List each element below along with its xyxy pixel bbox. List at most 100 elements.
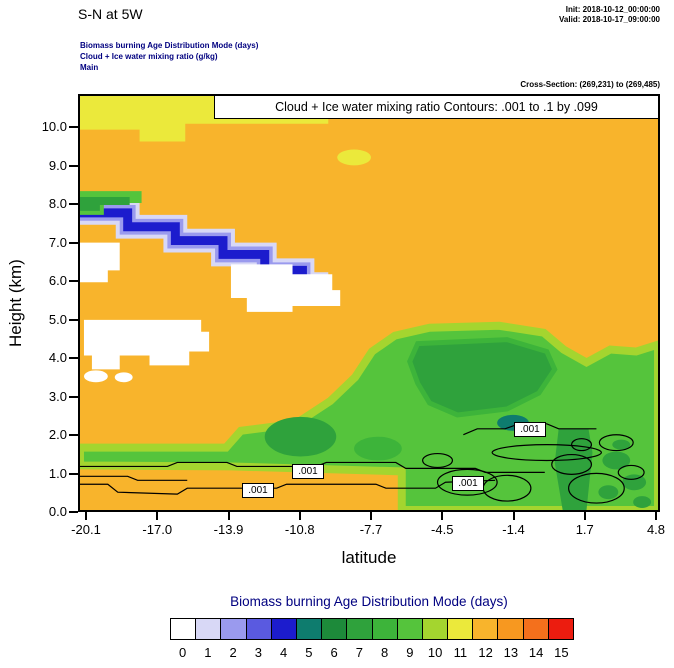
filled-contour-canvas <box>80 96 658 510</box>
colorbar-cell-6 <box>322 619 348 639</box>
contour-value-label: .001 <box>242 483 274 498</box>
y-tick <box>69 203 78 205</box>
colorbar-cell-0 <box>171 619 197 639</box>
y-tick-label: 6.0 <box>48 273 67 288</box>
green-dark-blob-3 <box>598 485 619 500</box>
green-dark-patch-2 <box>407 337 558 418</box>
init-timestamp: Init: 2018-10-12_00:00:00 <box>565 5 660 14</box>
x-tick <box>370 512 372 520</box>
y-tick-label: 4.0 <box>48 350 67 365</box>
x-tick <box>655 512 657 520</box>
x-tick <box>441 512 444 520</box>
colorbar-cell-14 <box>523 619 549 639</box>
x-tick <box>156 512 159 520</box>
stair-band-core <box>80 208 329 289</box>
y-tick <box>69 472 78 475</box>
colorbar-tick-labels: 0 1 2 3 4 5 6 7 8 9 10 11 12 13 14 15 <box>170 645 574 660</box>
contour-loop-7 <box>598 434 634 452</box>
colorbar-cell-1 <box>196 619 222 639</box>
colorbar-tick-label: 10 <box>427 645 443 660</box>
x-tick-label: -20.1 <box>71 522 101 537</box>
colorbar-cell-3 <box>246 619 272 639</box>
field-line-contour: Cloud + Ice water mixing ratio (g/kg) <box>80 52 218 61</box>
y-tick-label: 0.0 <box>48 504 67 519</box>
x-tick-label: 1.7 <box>575 522 594 537</box>
colorbar-tick-label: 5 <box>305 645 313 660</box>
y-tick-label: 7.0 <box>48 234 67 250</box>
colorbar-title: Biomass burning Age Distribution Mode (d… <box>230 594 508 609</box>
green-dark-blob-4 <box>633 496 652 509</box>
x-tick <box>298 512 301 520</box>
contour-line-2 <box>80 479 496 495</box>
y-tick <box>69 126 78 128</box>
contour-value-label: .001 <box>292 464 324 479</box>
green-ledge-dark <box>80 197 130 211</box>
y-tick <box>69 318 78 321</box>
green-dark-patch-1 <box>264 416 337 457</box>
contour-line-3 <box>80 475 188 481</box>
contour-note-text: Cloud + Ice water mixing ratio Contours:… <box>275 100 598 114</box>
colorbar-tick-label: 4 <box>280 645 288 660</box>
white-patch-center <box>230 264 341 312</box>
colorbar-tick-label: 9 <box>406 645 414 660</box>
y-tick <box>69 241 78 244</box>
green-dark-blob-5 <box>612 439 631 450</box>
x-tick-label: -1.4 <box>502 522 525 537</box>
green-mid-patch <box>354 436 402 461</box>
green-dark-blob-2 <box>622 474 647 491</box>
yellow-patch <box>337 149 371 166</box>
cross-section-note: Cross-Section: (269,231) to (269,485) <box>520 80 660 89</box>
colorbar <box>170 618 574 640</box>
contour-band-loop <box>491 444 602 462</box>
x-axis-title: latitude <box>341 548 397 567</box>
white-speck-1 <box>83 370 108 383</box>
colorbar-cell-5 <box>296 619 323 639</box>
x-tick <box>512 512 515 520</box>
x-tick-label: -13.9 <box>213 522 244 537</box>
contour-value-label: .001 <box>514 422 546 437</box>
y-tick <box>69 395 78 398</box>
x-tick-label: 4.8 <box>646 522 666 537</box>
colorbar-cell-4 <box>271 619 297 639</box>
y-tick <box>69 164 78 167</box>
contour-note-box: Cloud + Ice water mixing ratio Contours:… <box>214 95 659 119</box>
colorbar-tick-label: 15 <box>554 645 569 660</box>
colorbar-tick-label: 11 <box>453 645 468 660</box>
field-line-fill: Biomass burning Age Distribution Mode (d… <box>80 41 259 50</box>
colorbar-tick-label: 8 <box>381 645 389 660</box>
colorbar-cell-2 <box>221 619 247 639</box>
colorbar-tick-label: 6 <box>330 645 338 660</box>
colorbar-cell-9 <box>397 619 423 639</box>
y-tick <box>69 434 78 436</box>
y-tick-label: 8.0 <box>48 196 67 211</box>
y-tick <box>69 511 78 513</box>
white-patch-left-edge <box>80 242 120 283</box>
colorbar-tick-label: 14 <box>528 645 544 660</box>
contour-loop-3 <box>422 452 454 469</box>
colorbar-tick-label: 7 <box>355 645 363 660</box>
green-dark-column <box>554 428 593 510</box>
field-line-domain: Main <box>80 63 99 72</box>
y-tick-label: 2.0 <box>48 427 67 442</box>
contour-loop-4 <box>551 453 593 475</box>
y-tick-label: 9.0 <box>48 157 67 173</box>
x-tick-label: -17.0 <box>142 522 173 537</box>
y-tick-label: 5.0 <box>48 311 67 327</box>
colorbar-tick-label: 1 <box>204 645 212 660</box>
colorbar-cell-13 <box>498 619 524 639</box>
contour-value-label: .001 <box>452 476 484 491</box>
colorbar-tick-label: 12 <box>478 645 493 660</box>
cross-section-plot: Cloud + Ice water mixing ratio Contours:… <box>78 94 660 512</box>
x-tick-label: -7.7 <box>359 522 383 537</box>
x-tick <box>85 512 87 520</box>
colorbar-tick-label: 0 <box>179 645 187 660</box>
contour-loop-8 <box>571 438 593 452</box>
colorbar-tick-label: 2 <box>229 645 237 660</box>
colorbar-tick-label: 3 <box>254 645 262 660</box>
colorbar-cell-10 <box>422 619 449 639</box>
colorbar-cell-7 <box>347 619 373 639</box>
contour-loop-1 <box>436 468 498 496</box>
y-tick <box>69 280 78 282</box>
y-tick <box>69 357 78 359</box>
